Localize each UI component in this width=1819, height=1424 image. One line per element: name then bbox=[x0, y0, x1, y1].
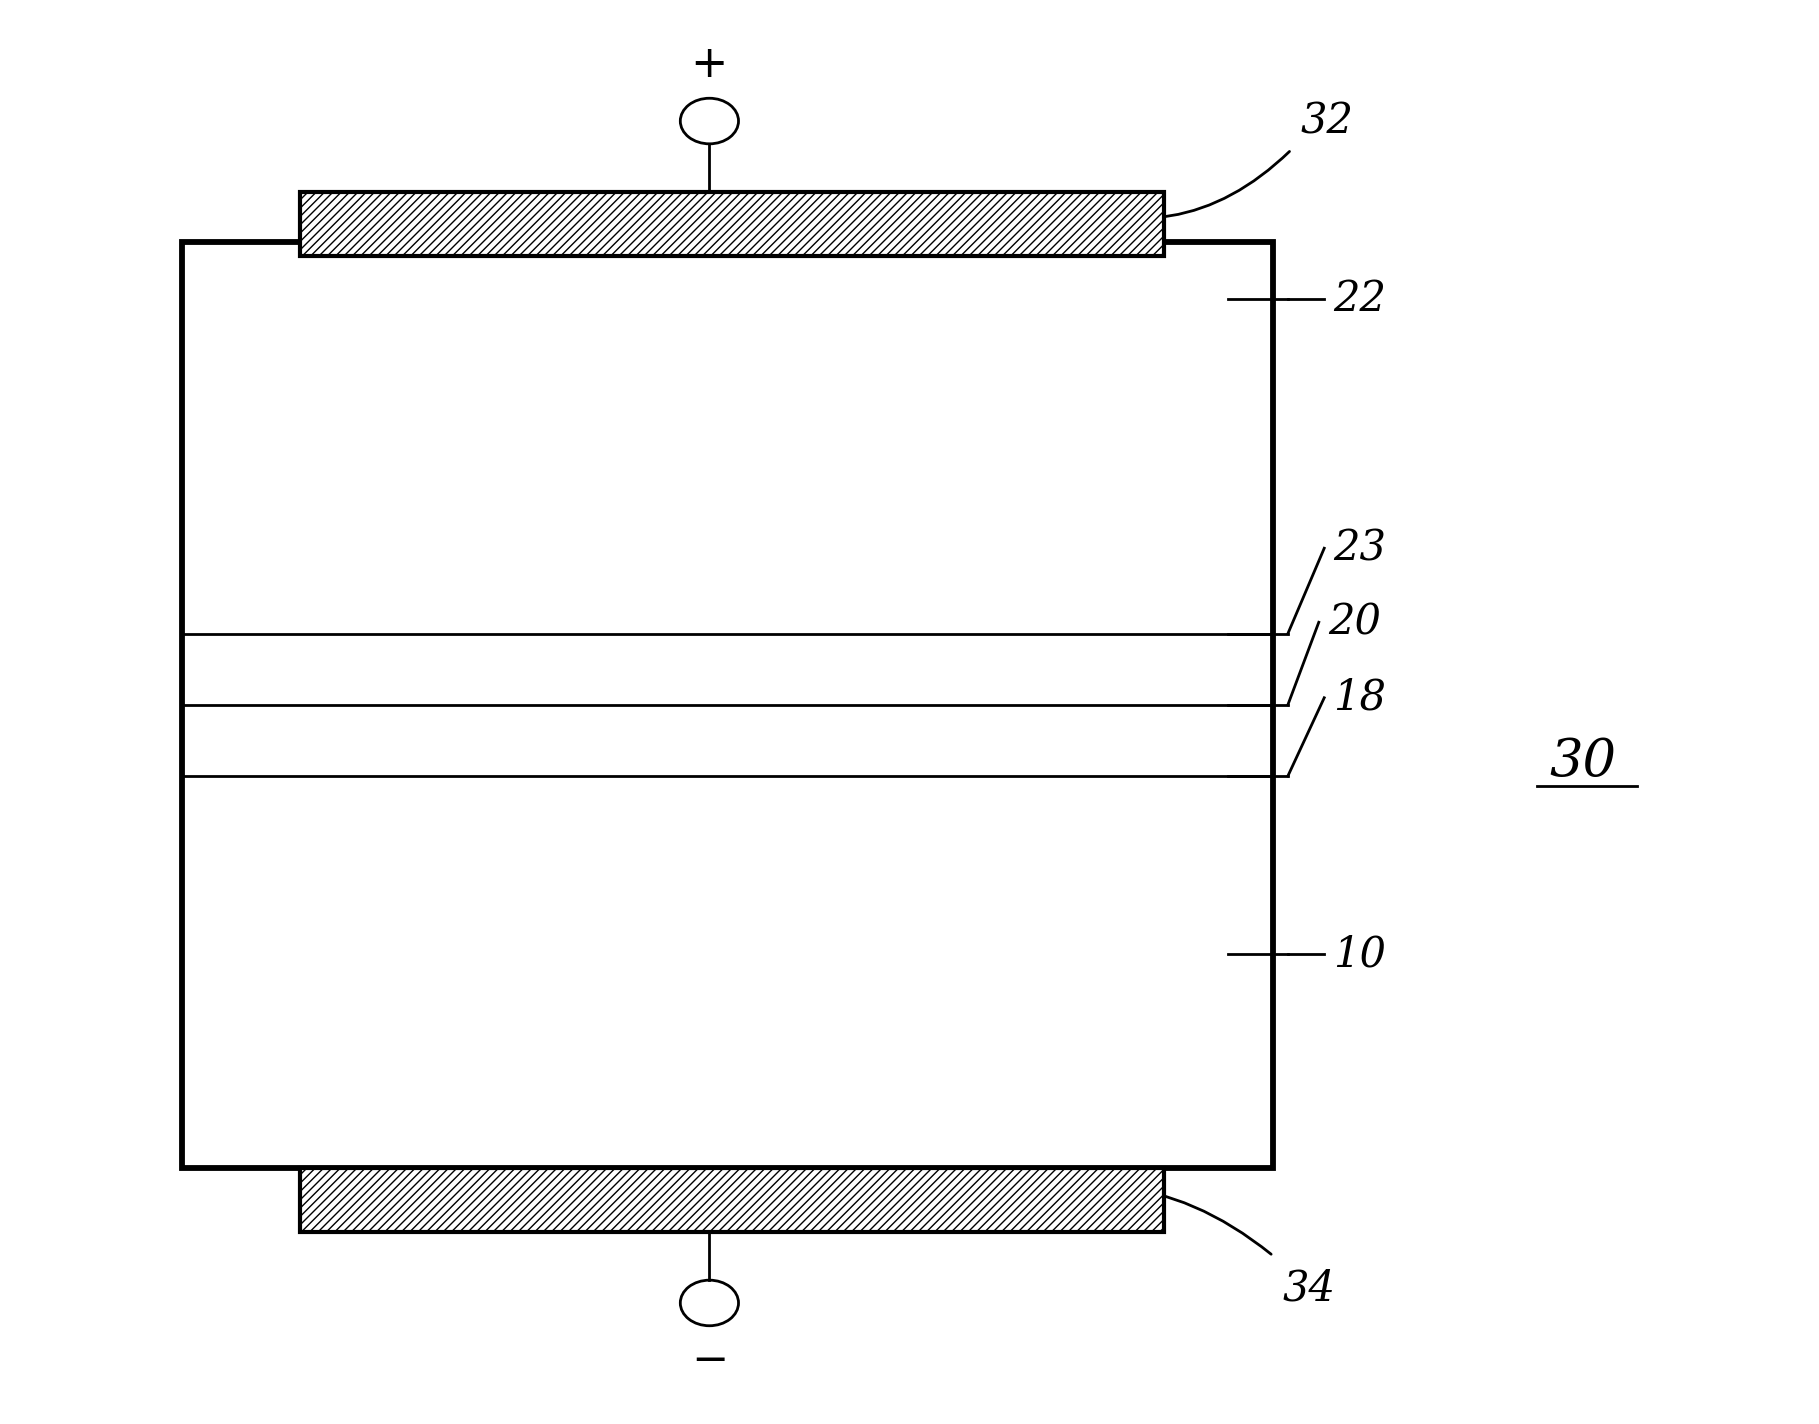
Bar bbox=[300, 192, 1164, 256]
Bar bbox=[182, 242, 1273, 1168]
Text: 18: 18 bbox=[1333, 676, 1386, 719]
Text: −: − bbox=[691, 1339, 728, 1381]
Text: 10: 10 bbox=[1333, 933, 1386, 975]
Text: 23: 23 bbox=[1333, 527, 1386, 570]
Text: 20: 20 bbox=[1328, 601, 1381, 644]
Text: 34: 34 bbox=[1282, 1267, 1335, 1309]
Text: +: + bbox=[691, 43, 728, 85]
Bar bbox=[300, 1168, 1164, 1232]
Text: 30: 30 bbox=[1550, 736, 1615, 787]
Text: 22: 22 bbox=[1333, 278, 1386, 320]
Text: 32: 32 bbox=[1301, 101, 1353, 142]
